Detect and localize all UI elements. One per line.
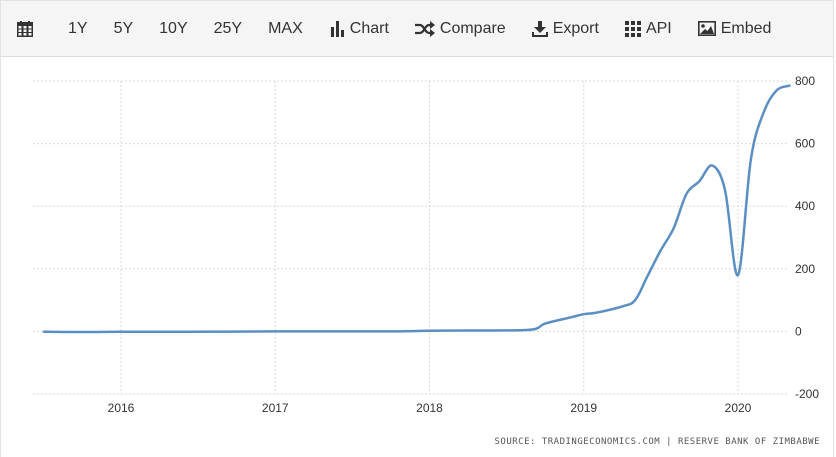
calendar-icon — [17, 20, 33, 37]
y-tick-label: -200 — [795, 387, 819, 401]
x-tick-label: 2017 — [262, 401, 289, 415]
range-max-label: MAX — [268, 19, 303, 37]
compare-button[interactable]: Compare — [409, 9, 512, 49]
range-25y-button[interactable]: 25Y — [208, 9, 248, 49]
calendar-button[interactable] — [13, 9, 42, 49]
range-1y-button[interactable]: 1Y — [62, 9, 94, 49]
source-note: SOURCE: TRADINGECONOMICS.COM | RESERVE B… — [494, 437, 820, 447]
chart-area: 800 600 400 200 0 -200 2016 2017 2018 2019 2020 — [0, 56, 834, 457]
export-button-label: Export — [552, 19, 599, 37]
chart-button-label: Chart — [349, 19, 389, 37]
y-tick-label: 200 — [795, 262, 815, 276]
chart-toolbar: 1Y 5Y 10Y 25Y MAX Chart Compare Export — [0, 0, 834, 57]
x-tick-label: 2020 — [725, 401, 752, 415]
download-icon — [531, 20, 548, 37]
bar-chart-icon — [330, 20, 344, 37]
x-tick-label: 2019 — [570, 401, 597, 415]
range-10y-button[interactable]: 10Y — [153, 9, 193, 49]
series-line — [42, 84, 791, 334]
api-button[interactable]: API — [619, 9, 678, 49]
image-icon — [697, 21, 716, 36]
range-1y-label: 1Y — [68, 19, 88, 37]
line-chart: 800 600 400 200 0 -200 2016 2017 2018 2019 2020 — [33, 74, 819, 415]
shuffle-icon — [414, 20, 435, 37]
x-tick-label: 2018 — [416, 401, 443, 415]
range-5y-button[interactable]: 5Y — [108, 9, 140, 49]
grid-icon — [624, 20, 641, 37]
compare-button-label: Compare — [439, 19, 506, 37]
chart-button[interactable]: Chart — [325, 9, 395, 49]
embed-button-label: Embed — [720, 19, 772, 37]
range-5y-label: 5Y — [113, 19, 134, 37]
y-tick-label: 0 — [795, 324, 802, 338]
y-tick-label: 400 — [795, 199, 815, 213]
x-tick-label: 2016 — [108, 401, 135, 415]
export-button[interactable]: Export — [526, 9, 605, 49]
y-tick-label: 800 — [795, 74, 815, 88]
embed-button[interactable]: Embed — [692, 9, 778, 49]
range-10y-label: 10Y — [159, 19, 188, 37]
y-tick-label: 600 — [795, 137, 815, 151]
range-max-button[interactable]: MAX — [262, 9, 309, 49]
api-button-label: API — [645, 19, 672, 37]
range-25y-label: 25Y — [213, 19, 243, 37]
